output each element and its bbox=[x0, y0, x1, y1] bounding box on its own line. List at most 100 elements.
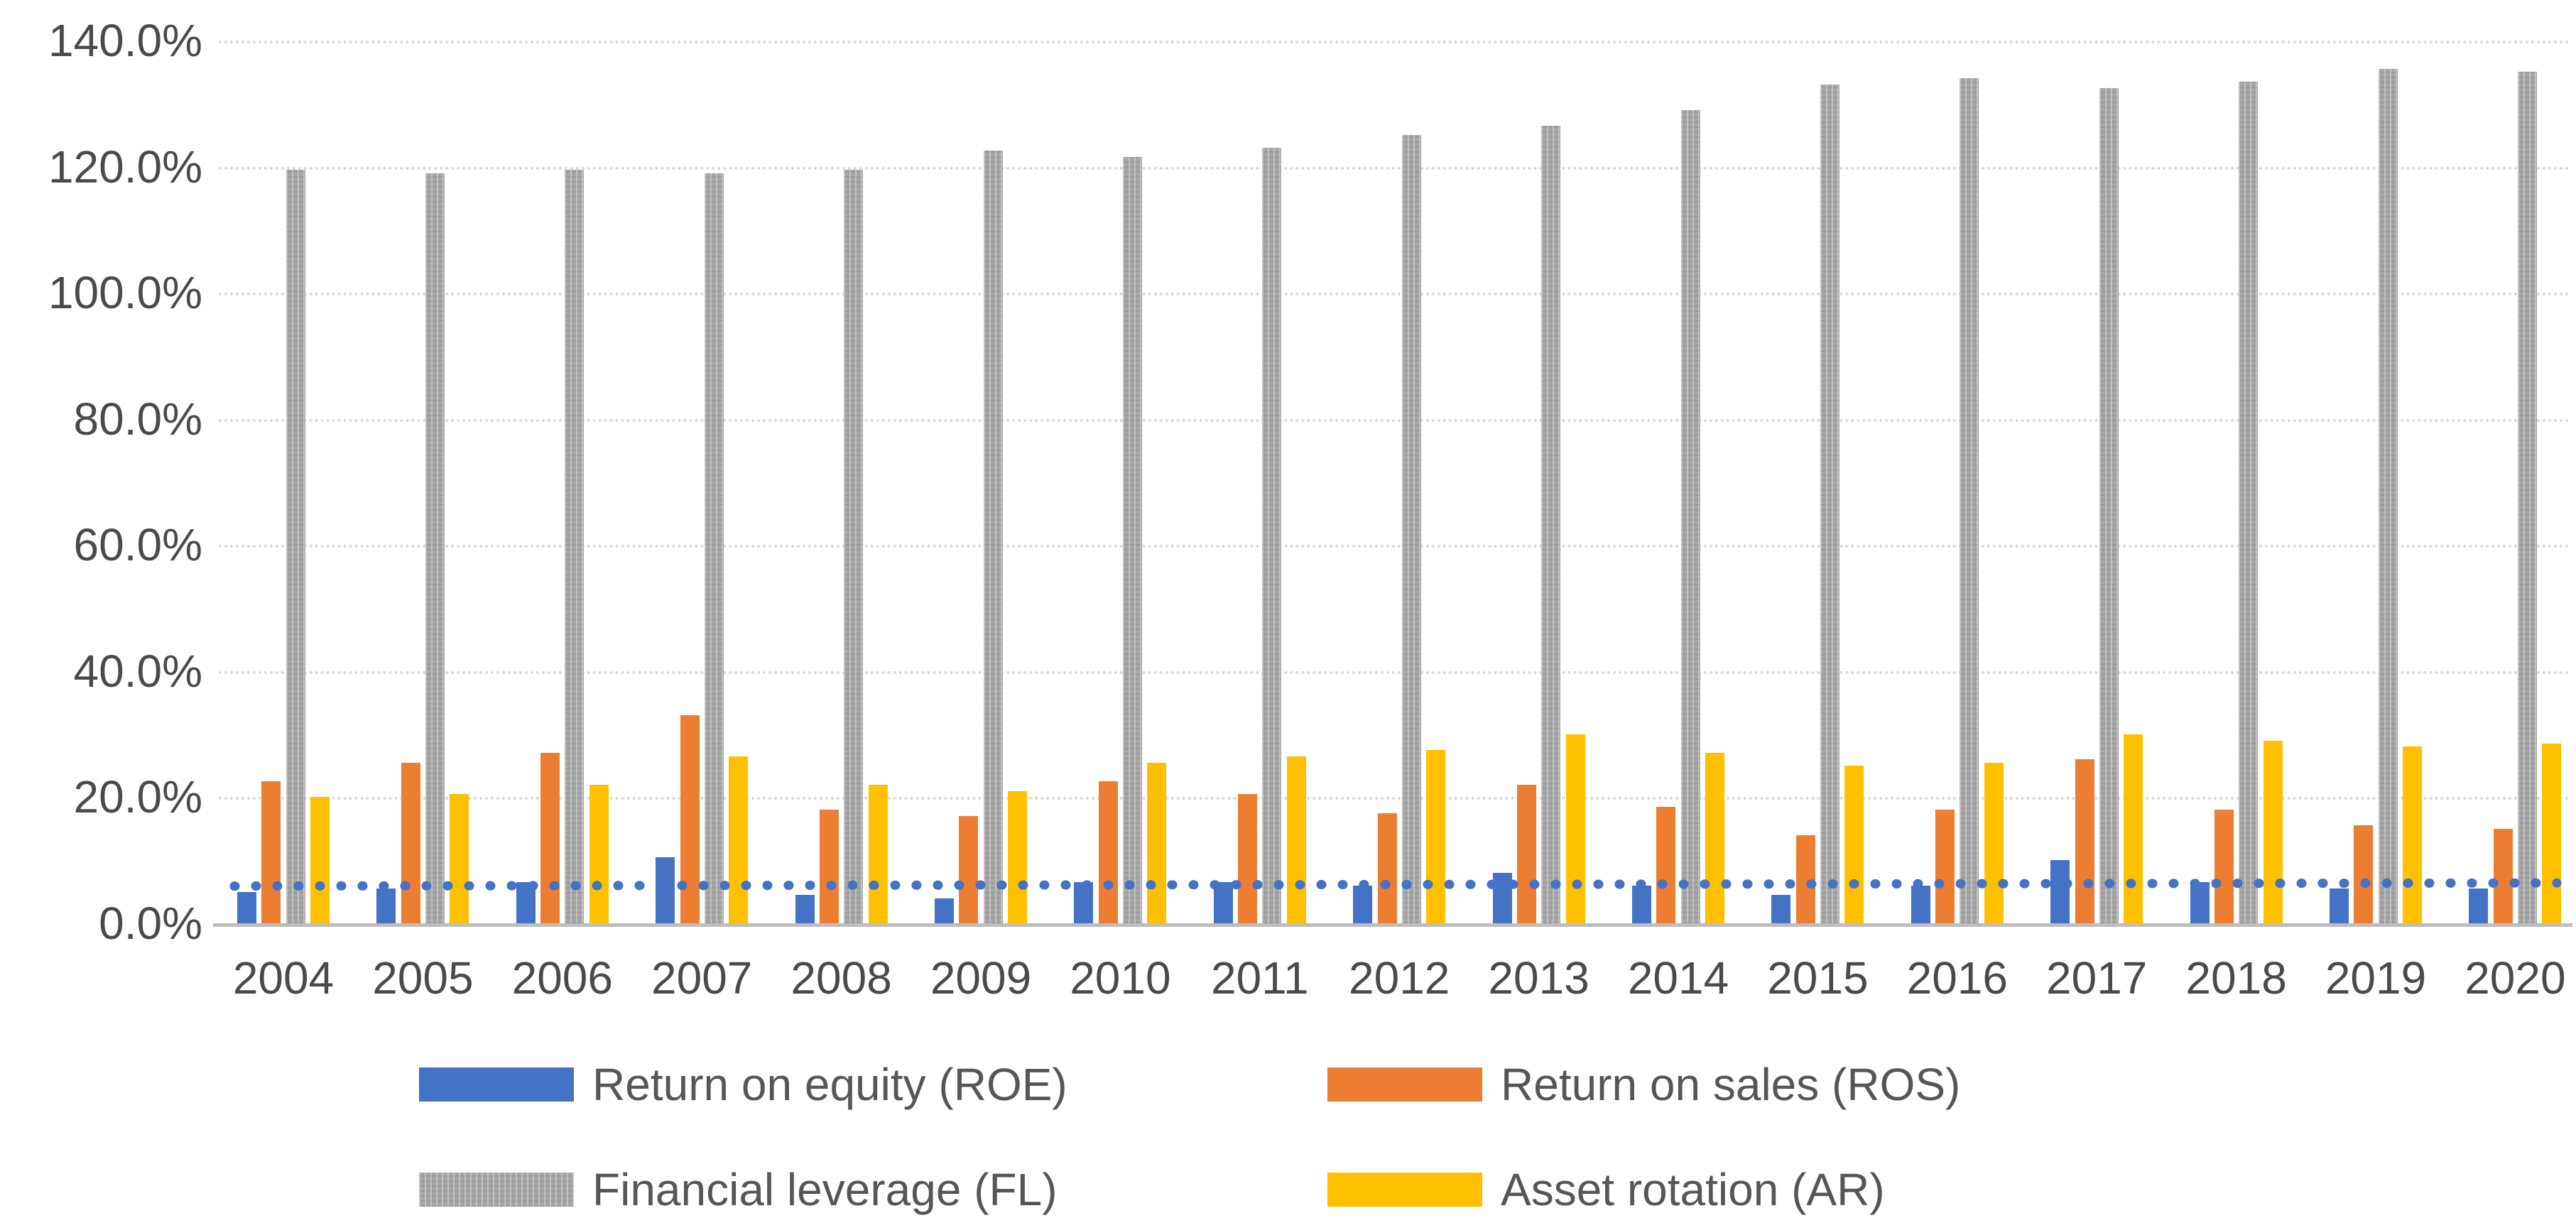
gridline-140 bbox=[219, 40, 2571, 43]
x-tick-label-2011: 2011 bbox=[1210, 952, 1309, 1004]
x-tick-label-2019: 2019 bbox=[2325, 952, 2427, 1004]
x-tick-label-2015: 2015 bbox=[1767, 952, 1869, 1004]
legend-swatch-ar bbox=[1327, 1173, 1482, 1207]
bar-group-2012 bbox=[1353, 135, 1446, 923]
bar-group-2010 bbox=[1074, 157, 1167, 923]
legend-label-fl: Financial leverage (FL) bbox=[592, 1164, 1058, 1215]
bar-roe-2007 bbox=[656, 857, 675, 923]
bar-ros-2009 bbox=[959, 816, 979, 923]
bar-ar-2016 bbox=[1984, 762, 2004, 923]
bar-fl-2010 bbox=[1123, 157, 1143, 923]
bar-fl-2011 bbox=[1262, 147, 1282, 923]
bar-roe-2018 bbox=[2190, 882, 2210, 923]
bar-ros-2013 bbox=[1516, 784, 1536, 923]
x-tick-label-2017: 2017 bbox=[2046, 952, 2148, 1004]
x-tick-label-2009: 2009 bbox=[930, 952, 1032, 1004]
bar-group-2005 bbox=[376, 173, 469, 923]
y-tick-label-20: 20.0% bbox=[73, 771, 202, 823]
bar-ar-2018 bbox=[2263, 740, 2283, 923]
bar-group-2009 bbox=[935, 151, 1027, 923]
bar-ar-2008 bbox=[868, 784, 888, 923]
bar-fl-2008 bbox=[844, 170, 864, 923]
gridline-40 bbox=[219, 670, 2571, 674]
legend-label-ros: Return on sales (ROS) bbox=[1501, 1059, 1961, 1110]
bar-group-2015 bbox=[1771, 85, 1864, 923]
bar-fl-2013 bbox=[1541, 125, 1561, 923]
bar-ros-2014 bbox=[1656, 806, 1676, 923]
bar-ar-2019 bbox=[2402, 746, 2422, 923]
bar-fl-2016 bbox=[1960, 78, 1979, 923]
gridline-80 bbox=[219, 418, 2571, 422]
bar-ros-2012 bbox=[1377, 812, 1397, 923]
bar-ar-2013 bbox=[1565, 734, 1585, 923]
x-tick-label-2006: 2006 bbox=[511, 952, 613, 1004]
bar-ar-2004 bbox=[310, 797, 330, 923]
x-tick-label-2004: 2004 bbox=[232, 952, 335, 1004]
bar-roe-2009 bbox=[935, 898, 954, 923]
x-tick-label-2008: 2008 bbox=[790, 952, 892, 1004]
bar-ar-2007 bbox=[729, 756, 749, 923]
bar-ar-2011 bbox=[1286, 756, 1306, 923]
gridline-100 bbox=[219, 293, 2571, 296]
bar-fl-2019 bbox=[2378, 69, 2398, 923]
bar-ros-2016 bbox=[1935, 810, 1955, 923]
bar-fl-2012 bbox=[1401, 135, 1421, 923]
x-tick-label-2013: 2013 bbox=[1488, 952, 1589, 1004]
y-tick-label-60: 60.0% bbox=[73, 519, 202, 571]
bar-group-2018 bbox=[2190, 81, 2283, 923]
x-tick-label-2014: 2014 bbox=[1627, 952, 1729, 1004]
legend-swatch-ros bbox=[1327, 1067, 1482, 1102]
bar-fl-2014 bbox=[1680, 109, 1700, 923]
bar-ros-2017 bbox=[2075, 759, 2094, 923]
bar-ros-2015 bbox=[1795, 835, 1815, 923]
x-tick-label-2005: 2005 bbox=[372, 952, 474, 1004]
bar-ar-2012 bbox=[1426, 749, 1446, 923]
bar-group-2016 bbox=[1911, 78, 2004, 923]
x-axis-line bbox=[213, 923, 2572, 927]
x-tick-label-2020: 2020 bbox=[2464, 952, 2566, 1004]
bar-roe-2014 bbox=[1632, 885, 1651, 923]
bar-ros-2019 bbox=[2354, 825, 2374, 923]
bar-roe-2019 bbox=[2330, 888, 2349, 923]
bar-ar-2005 bbox=[450, 794, 469, 923]
bar-ros-2007 bbox=[680, 715, 700, 923]
bar-group-2017 bbox=[2050, 87, 2143, 923]
y-tick-label-140: 140.0% bbox=[48, 15, 202, 66]
bar-group-2004 bbox=[237, 170, 330, 923]
bar-fl-2009 bbox=[983, 151, 1003, 923]
bar-ros-2018 bbox=[2214, 810, 2234, 923]
y-tick-label-80: 80.0% bbox=[73, 393, 202, 445]
x-tick-label-2012: 2012 bbox=[1349, 952, 1450, 1004]
legend-label-ar: Asset rotation (AR) bbox=[1501, 1164, 1885, 1215]
bar-group-2013 bbox=[1492, 125, 1585, 923]
y-tick-label-100: 100.0% bbox=[48, 267, 202, 319]
legend-item-ar: Asset rotation (AR) bbox=[1327, 1164, 1885, 1215]
x-tick-label-2018: 2018 bbox=[2185, 952, 2287, 1004]
bar-ros-2011 bbox=[1238, 794, 1258, 923]
bar-ar-2014 bbox=[1705, 753, 1724, 923]
bar-group-2019 bbox=[2330, 69, 2422, 923]
bar-roe-2012 bbox=[1353, 885, 1373, 923]
legend-item-ros: Return on sales (ROS) bbox=[1327, 1059, 1961, 1110]
gridline-60 bbox=[219, 545, 2571, 548]
gridline-20 bbox=[219, 797, 2571, 800]
bar-group-2020 bbox=[2469, 72, 2562, 923]
bar-fl-2007 bbox=[704, 173, 724, 923]
legend-item-fl: Financial leverage (FL) bbox=[419, 1164, 1058, 1215]
bar-fl-2015 bbox=[1820, 85, 1840, 923]
bar-group-2011 bbox=[1213, 147, 1306, 923]
bar-roe-2004 bbox=[237, 891, 256, 923]
bar-group-2007 bbox=[656, 173, 749, 923]
bar-ar-2017 bbox=[2124, 734, 2143, 923]
bar-ros-2008 bbox=[819, 810, 839, 923]
bar-roe-2005 bbox=[376, 888, 396, 923]
bar-roe-2016 bbox=[1911, 885, 1930, 923]
y-tick-label-0: 0.0% bbox=[99, 898, 202, 949]
bar-ros-2020 bbox=[2493, 828, 2513, 923]
bar-ros-2006 bbox=[540, 753, 560, 923]
bar-ar-2010 bbox=[1147, 762, 1167, 923]
bar-ros-2010 bbox=[1098, 781, 1118, 923]
bar-fl-2017 bbox=[2099, 87, 2119, 923]
bar-ar-2015 bbox=[1844, 766, 1864, 923]
